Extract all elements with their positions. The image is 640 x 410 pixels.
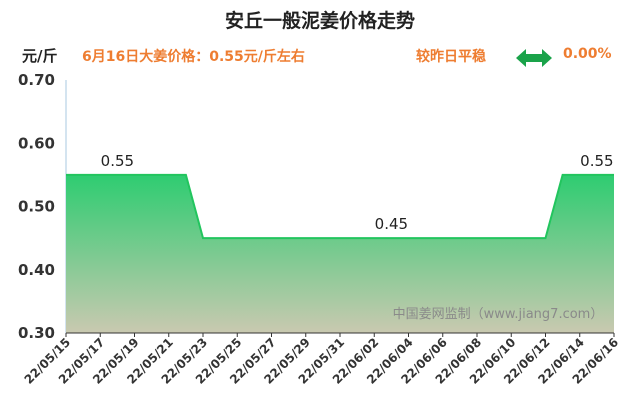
data-label: 0.55	[101, 152, 134, 170]
y-tick-label: 0.40	[18, 261, 55, 279]
chart-title: 安丘一般泥姜价格走势	[224, 10, 415, 32]
double-arrow-icon	[516, 49, 552, 67]
data-label: 0.55	[580, 152, 613, 170]
y-axis-unit: 元/斤	[22, 47, 58, 65]
price-area	[66, 174, 614, 333]
compare-label: 较昨日平稳	[416, 49, 486, 65]
data-label: 0.45	[375, 215, 408, 233]
watermark: 中国姜网监制（www.jiang7.com）	[393, 307, 604, 322]
y-tick-label: 0.70	[18, 71, 55, 89]
change-percent: 0.00%	[563, 46, 612, 62]
y-tick-label: 0.50	[18, 198, 55, 216]
y-tick-label: 0.60	[18, 134, 55, 152]
y-tick-label: 0.30	[18, 324, 55, 342]
price-line	[66, 173, 614, 240]
today-price-text: 6月16日大姜价格：0.55元/斤左右	[82, 49, 305, 65]
